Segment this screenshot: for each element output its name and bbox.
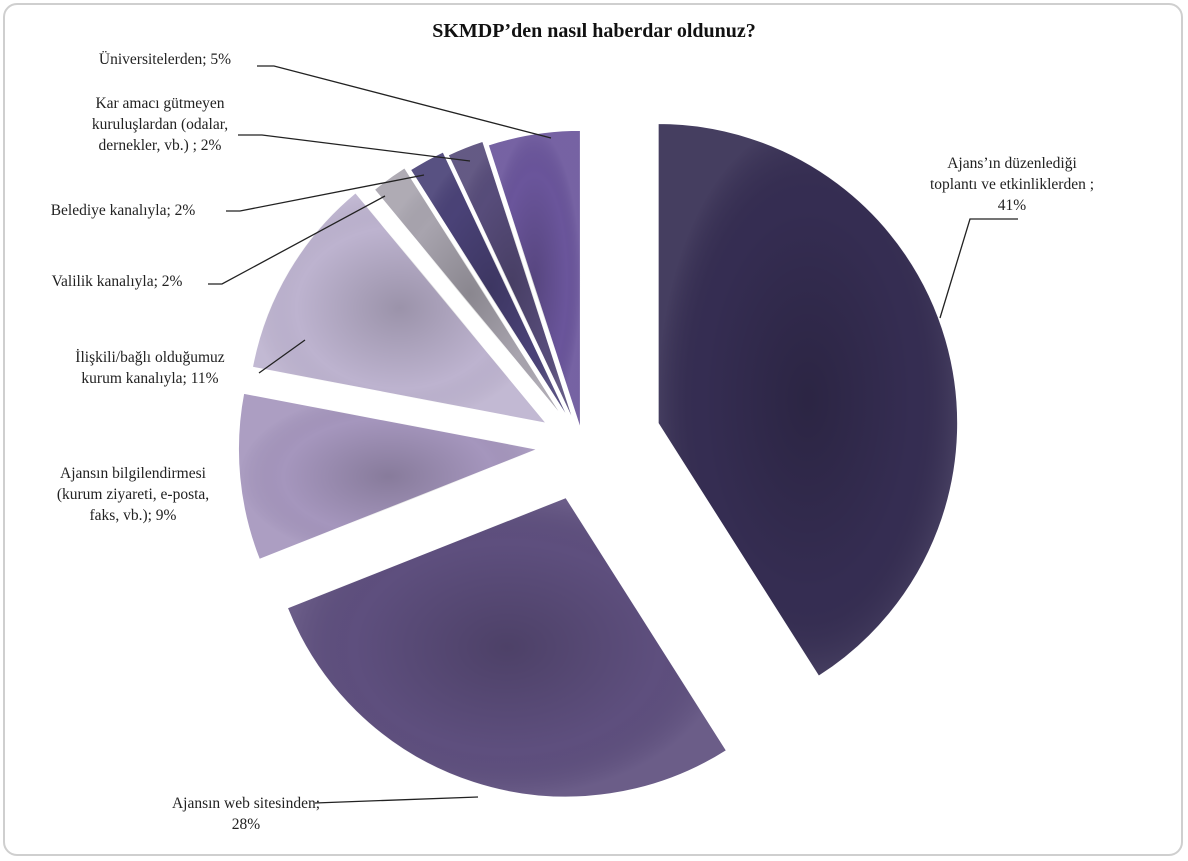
slice-label-line: Ajansın web sitesinden; [172,795,320,812]
slice-label-line: İlişkili/bağlı olduğumuz [75,349,225,366]
slice-label-5: Valilik kanalıyla; 2% [52,273,183,290]
pie-slice-2 [286,496,728,799]
slice-label-line: toplantı ve etkinliklerden ; [930,176,1094,193]
slice-label-2: Ajansın web sitesinden; 28% [172,795,320,833]
slice-label-line: kuruluşlardan (odalar, [92,116,228,133]
slice-label-line: dernekler, vb.) ; 2% [99,137,222,154]
slice-label-line: (kurum ziyareti, e-posta, [57,486,209,503]
leader-line-7 [238,134,471,162]
slice-label-3: Ajansın bilgilendirmesi (kurum ziyareti, … [57,465,209,524]
slice-label-6: Belediye kanalıyla; 2% [51,202,196,219]
slice-label-7: Kar amacı gütmeyen kuruluşlardan (odalar,… [92,95,228,154]
leader-line-6 [226,174,425,212]
slice-label-line: Kar amacı gütmeyen [95,95,224,112]
leader-line-1 [939,218,1018,319]
slice-label-line: Belediye kanalıyla; 2% [51,202,196,219]
leader-line-5 [208,195,386,285]
slice-label-line: 28% [232,816,261,833]
slice-label-line: Ajans’ın düzenlediği [947,155,1077,172]
slice-label-line: Valilik kanalıyla; 2% [52,273,183,290]
slice-label-line: Üniversitelerden; 5% [99,51,231,68]
slice-label-line: kurum kanalıyla; 11% [81,370,218,387]
leader-line-8 [257,65,552,139]
slice-label-1: Ajans’ın düzenlediği toplantı ve etkinlik… [930,155,1094,214]
slice-label-8: Üniversitelerden; 5% [99,51,231,68]
pie-slice-1 [657,122,959,678]
slice-label-line: 41% [998,197,1027,214]
chart-title: SKMDP’den nasıl haberdar oldunuz? [432,20,756,42]
leader-line-2 [314,796,479,804]
slice-label-line: Ajansın bilgilendirmesi [60,465,207,482]
slice-label-4: İlişkili/bağlı olduğumuz kurum kanalıyla;… [75,349,225,387]
leader-line-4 [258,339,306,374]
slice-label-line: faks, vb.); 9% [90,507,177,524]
